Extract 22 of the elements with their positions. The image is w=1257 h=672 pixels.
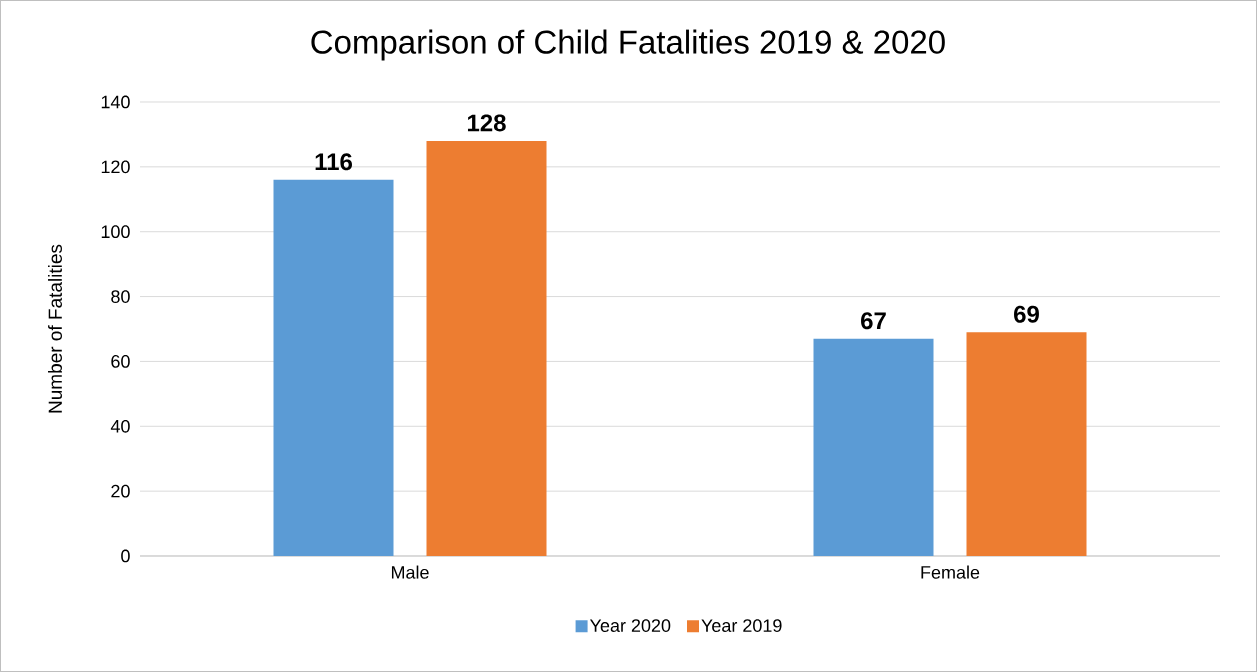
data-label: 67 [861,312,886,330]
data-label: 69 [1014,305,1039,323]
y-tick-label: 80 [111,290,130,303]
y-tick-label: 0 [121,549,130,563]
bar [426,140,547,556]
y-axis-title: Number of Fatalities [48,244,62,413]
y-tick-label: 120 [101,160,130,174]
bar [273,179,394,556]
y-tick-label: 40 [110,419,130,433]
bar [966,332,1087,556]
data-label: 116 [315,153,352,171]
chart-title: Comparison of Child Fatalities 2019 & 2020 [311,29,945,61]
data-label: 128 [467,114,506,132]
y-tick-label: 20 [111,484,130,498]
y-tick-label: 60 [111,355,130,368]
y-tick-label: 100 [101,225,130,239]
x-tick-label: Female [921,565,980,579]
legend-label: Year 2019 [701,619,782,632]
legend-label: Year 2020 [589,619,671,632]
x-tick-label: Male [391,565,429,579]
y-tick-label: 140 [101,95,130,109]
bar [813,338,934,556]
